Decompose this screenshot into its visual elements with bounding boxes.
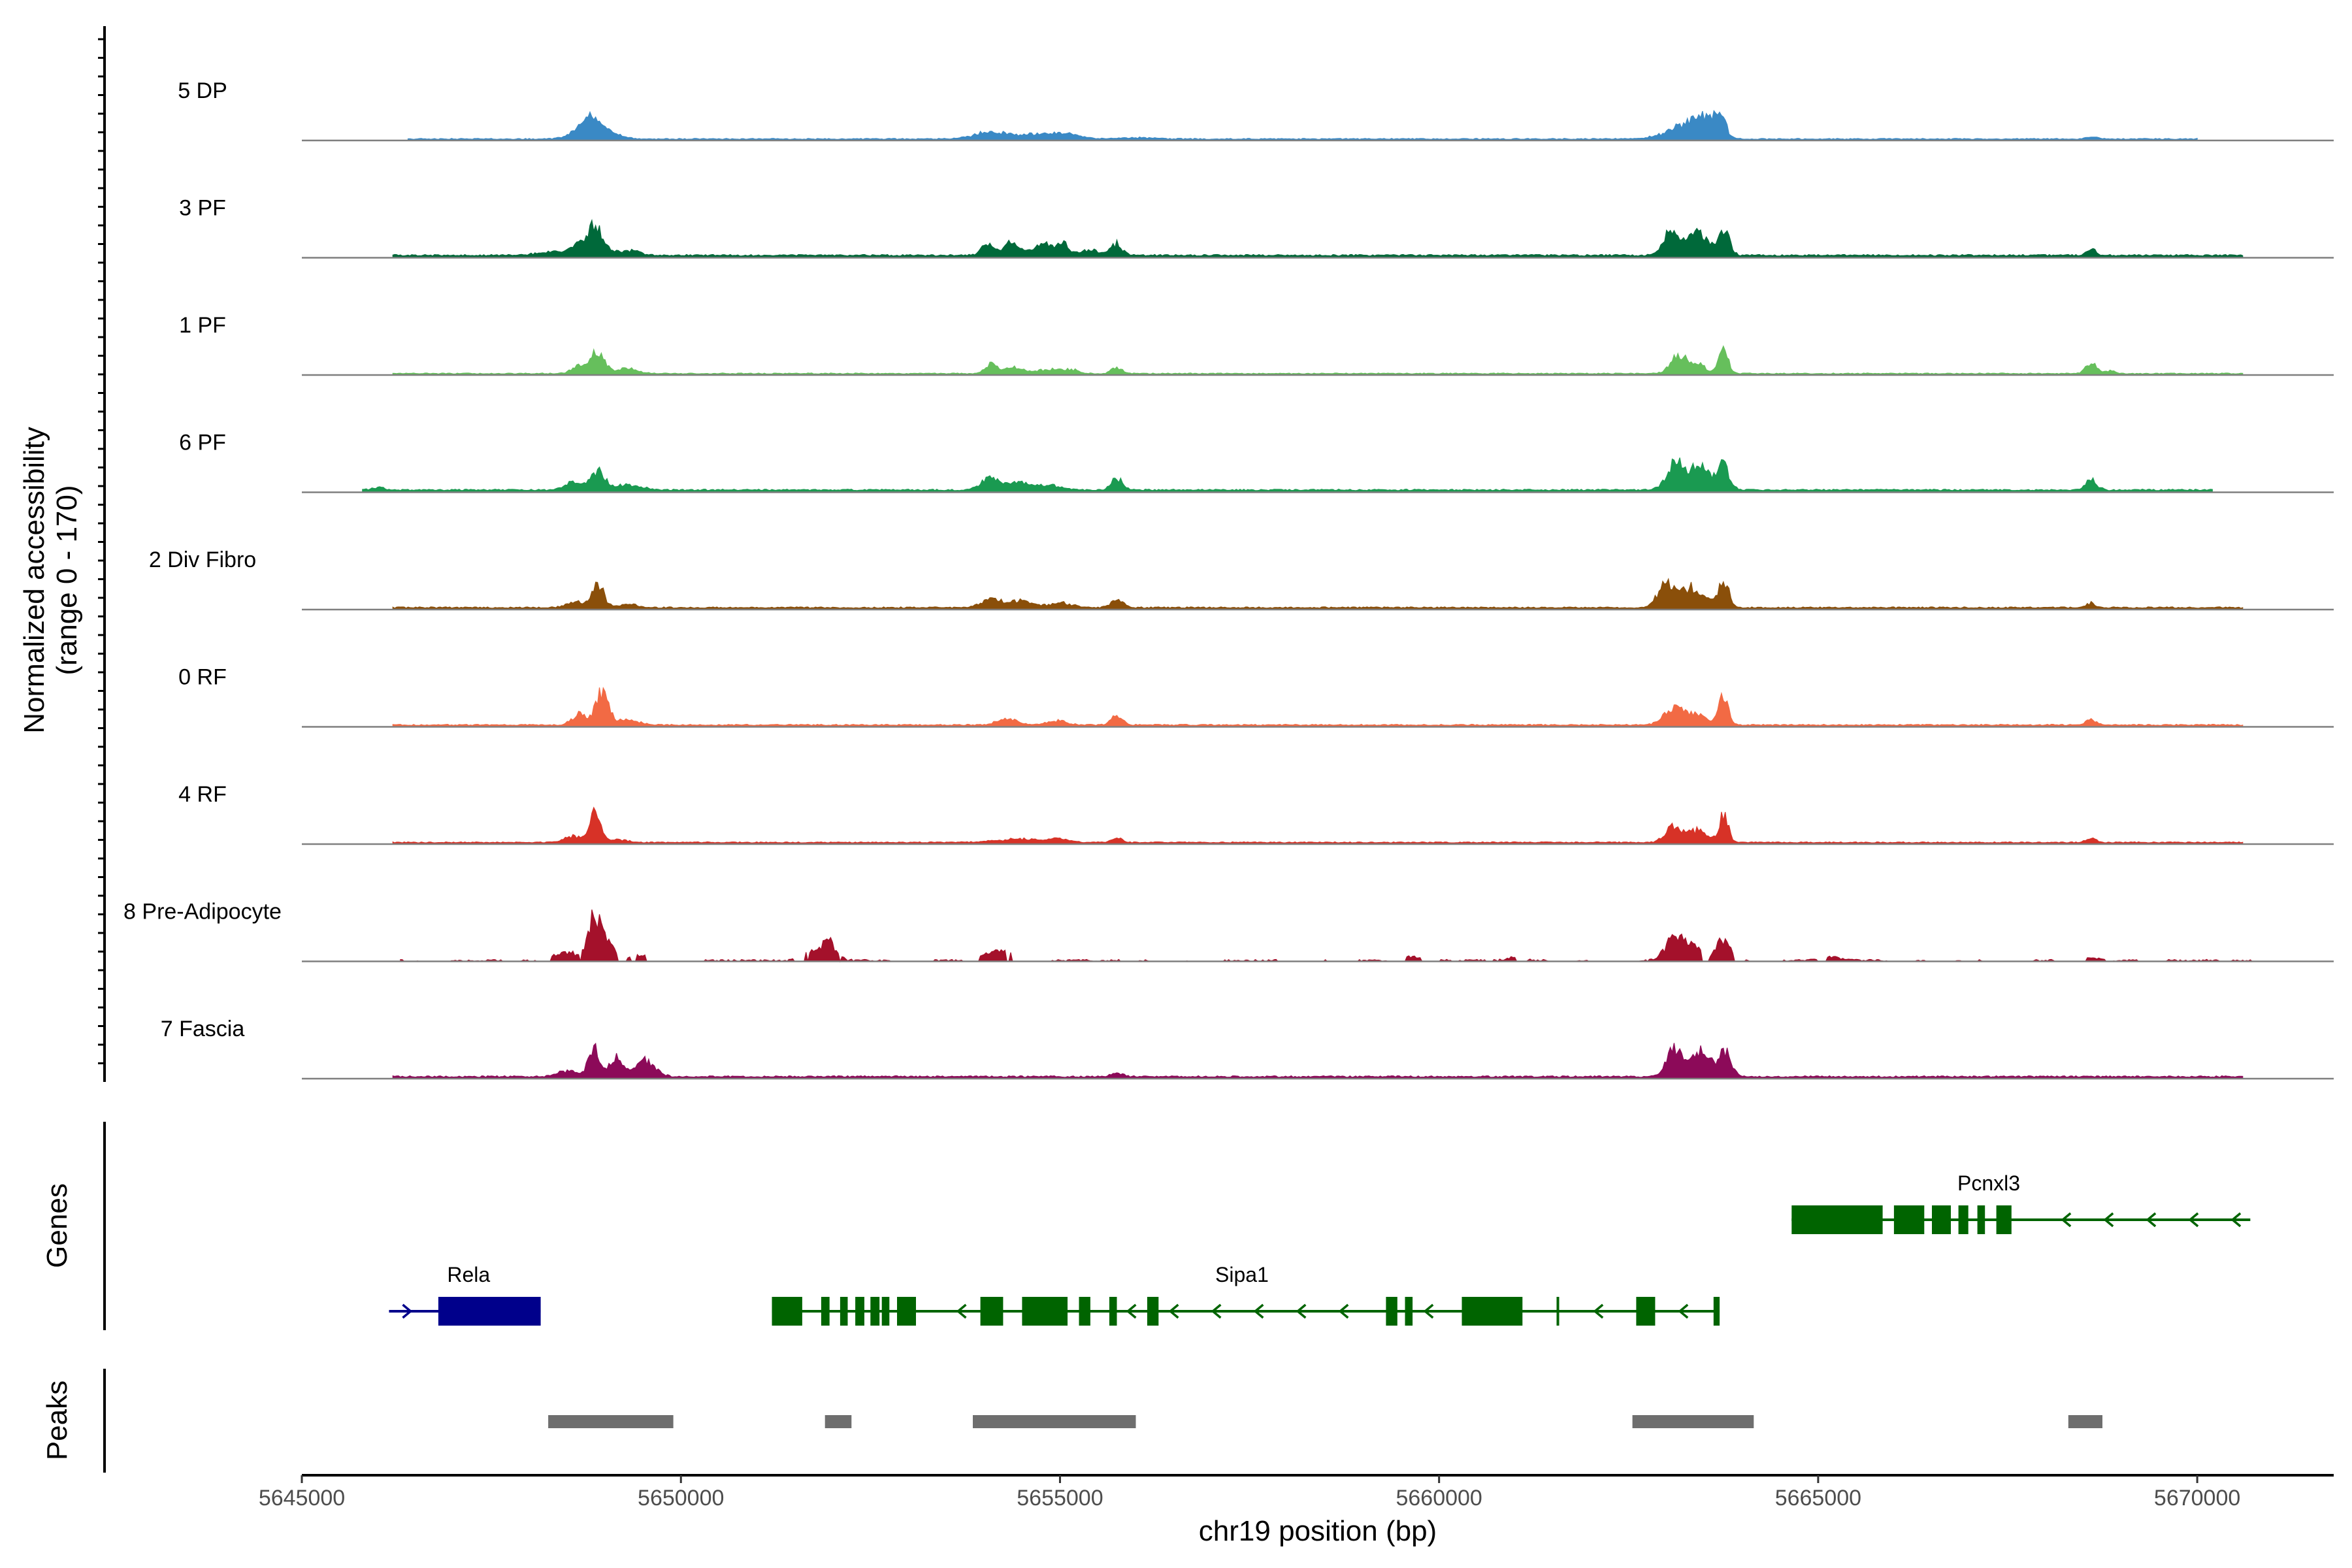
exon-pcnxl3: [1977, 1205, 1985, 1234]
gene-strand-arrow: [2230, 1212, 2242, 1228]
gene-label-sipa1: Sipa1: [1215, 1263, 1269, 1286]
gene-label-rela: Rela: [447, 1263, 490, 1286]
exon-sipa1: [897, 1297, 916, 1326]
track-label-7-fascia: 7 Fascia: [161, 1017, 245, 1041]
track-label-6-pf: 6 PF: [179, 431, 226, 455]
exon-sipa1: [1386, 1297, 1397, 1326]
gene-strand-arrow: [402, 1303, 413, 1319]
exon-pcnxl3: [1893, 1205, 1925, 1234]
gene-strand-arrow: [1678, 1303, 1689, 1319]
exon-sipa1: [772, 1297, 802, 1326]
exon-sipa1: [1405, 1297, 1413, 1326]
y-axis-label-line1: Normalized accessibility: [18, 427, 50, 733]
gene-strand-arrow: [1253, 1303, 1264, 1319]
gene-label-pcnxl3: Pcnxl3: [1957, 1171, 2020, 1195]
gene-strand-arrow: [956, 1303, 967, 1319]
peak-bar-2: [825, 1415, 852, 1428]
exon-sipa1: [1462, 1297, 1523, 1326]
exon-sipa1: [1556, 1297, 1560, 1326]
peak-bar-5: [2068, 1415, 2102, 1428]
exon-sipa1: [840, 1297, 848, 1326]
genes-panel-label: Genes: [41, 1183, 73, 1268]
gene-annotations: Rela Sipa1 Pcnxl3: [389, 1171, 2251, 1326]
coverage-area-5-dp: [407, 110, 2198, 141]
exon-sipa1: [1022, 1297, 1068, 1326]
exon-rela: [438, 1297, 541, 1326]
x-tick-label: 5670000: [2154, 1486, 2240, 1511]
exon-sipa1: [821, 1297, 830, 1326]
track-label-0-rf: 0 RF: [178, 665, 227, 690]
gene-strand-arrow: [1211, 1303, 1222, 1319]
accessibility-y-axis: [98, 26, 106, 1082]
track-labels: 5 DP 3 PF 1 PF 6 PF 2 Div Fibro 0 RF 4 RF 8 Pre…: [123, 78, 282, 1041]
exon-sipa1: [980, 1297, 1004, 1326]
exon-sipa1: [870, 1297, 880, 1326]
gene-strand-arrow: [2146, 1212, 2157, 1228]
coverage-area-3-pf: [392, 218, 2244, 259]
gene-strand-arrow: [2103, 1212, 2114, 1228]
gene-strand-arrow: [1126, 1303, 1137, 1319]
x-tick-label: 5650000: [638, 1486, 724, 1511]
coverage-area-4-rf: [392, 806, 2244, 845]
peak-bar-4: [1632, 1415, 1754, 1428]
coverage-area-0-rf: [392, 687, 2244, 728]
coverage-area-7-fascia: [392, 1042, 2244, 1079]
accessibility-tracks: [302, 110, 2334, 1080]
x-tick-label: 5655000: [1017, 1486, 1103, 1511]
gene-strand-arrow: [2188, 1212, 2199, 1228]
gene-strand-arrow: [1168, 1303, 1179, 1319]
coverage-area-6-pf: [362, 457, 2213, 493]
track-label-5-dp: 5 DP: [178, 78, 227, 103]
x-axis-ticks: 5645000 5650000 5655000 5660000 5665000 56700…: [259, 1475, 2240, 1511]
track-label-4-rf: 4 RF: [178, 782, 227, 807]
exon-sipa1: [1079, 1297, 1090, 1326]
coverage-area-1-pf: [392, 345, 2244, 376]
peak-regions: [548, 1415, 2102, 1428]
track-label-2-div-fibro: 2 Div Fibro: [149, 547, 256, 572]
gene-strand-arrow: [1593, 1303, 1604, 1319]
y-axis-label-line2: (range 0 - 170): [51, 485, 83, 675]
x-tick-label: 5665000: [1775, 1486, 1861, 1511]
track-label-8-pre-adipocyte: 8 Pre-Adipocyte: [123, 900, 282, 924]
exon-pcnxl3: [1996, 1205, 2012, 1234]
exon-pcnxl3: [1791, 1205, 1883, 1234]
exon-sipa1: [1636, 1297, 1656, 1326]
exon-sipa1: [1713, 1297, 1720, 1326]
exon-sipa1: [855, 1297, 864, 1326]
x-tick-label: 5645000: [259, 1486, 345, 1511]
gene-strand-arrow: [1423, 1303, 1434, 1319]
coverage-area-2-div-fibro: [392, 578, 2244, 610]
x-tick-label: 5660000: [1396, 1486, 1482, 1511]
exon-sipa1: [1109, 1297, 1117, 1326]
peak-bar-1: [548, 1415, 674, 1428]
x-axis-title: chr19 position (bp): [1199, 1515, 1437, 1547]
track-label-1-pf: 1 PF: [179, 313, 226, 338]
track-label-3-pf: 3 PF: [179, 196, 226, 221]
exon-sipa1: [1147, 1297, 1159, 1326]
exon-sipa1: [881, 1297, 890, 1326]
exon-pcnxl3: [1958, 1205, 1968, 1234]
peaks-panel-label: Peaks: [41, 1380, 73, 1460]
exon-pcnxl3: [1932, 1205, 1951, 1234]
peak-bar-3: [973, 1415, 1136, 1428]
gene-strand-arrow: [1296, 1303, 1307, 1319]
gene-strand-arrow: [1338, 1303, 1349, 1319]
gene-strand-arrow: [2061, 1212, 2072, 1228]
